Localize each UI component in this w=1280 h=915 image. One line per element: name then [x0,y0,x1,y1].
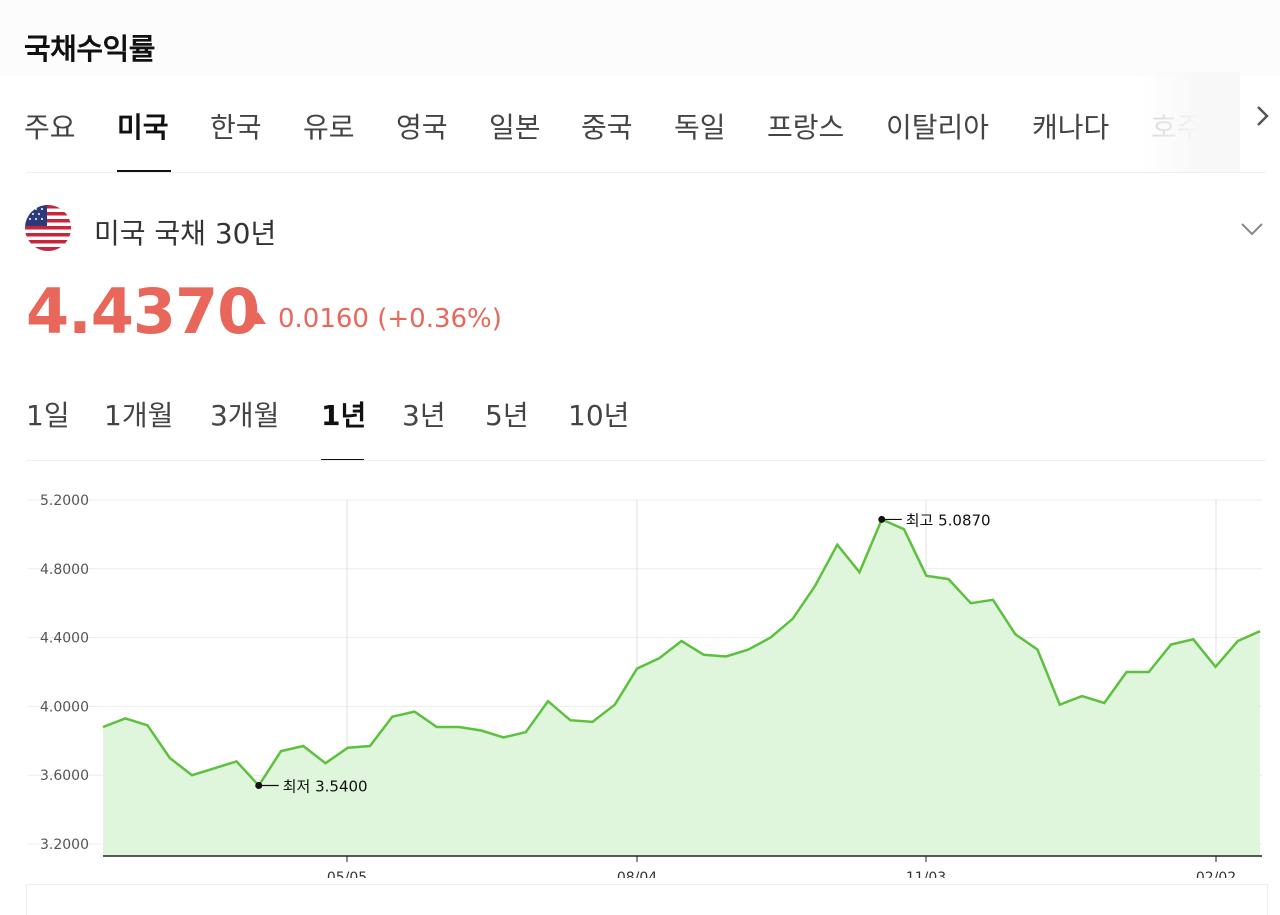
y-tick-label: 5.2000 [40,493,89,509]
tab-euro[interactable]: 유로 [303,111,355,144]
tab-usa[interactable]: 미국 [117,111,169,144]
range-tab-1y[interactable]: 1년 [321,399,367,432]
divider [26,460,1266,461]
y-tick-label: 4.0000 [40,699,89,715]
page-title: 국채수익률 [24,32,155,66]
range-tab-1m[interactable]: 1개월 [104,399,174,432]
tab-major[interactable]: 주요 [24,111,76,144]
range-tab-5y[interactable]: 5년 [485,399,529,432]
max-label: 최고 5.0870 [906,511,991,529]
range-tab-3y[interactable]: 3년 [402,399,446,432]
x-tick-label: 02/02 [1196,870,1236,878]
country-tabs: 주요 미국 한국 유로 영국 일본 중국 독일 프랑스 이탈리아 캐나다 호주 [0,92,1280,174]
tab-korea[interactable]: 한국 [210,111,262,144]
bond-selector-dropdown[interactable] [1238,214,1266,242]
tab-france[interactable]: 프랑스 [767,111,845,144]
x-tick-label: 05/05 [327,870,367,878]
current-yield: 4.4370 [26,275,260,348]
divider [26,172,1266,173]
tab-germany[interactable]: 독일 [674,111,726,144]
tab-japan[interactable]: 일본 [489,111,541,144]
range-tab-10y[interactable]: 10년 [568,399,630,432]
y-tick-label: 3.6000 [40,768,89,784]
us-flag-icon [25,205,71,251]
tab-china[interactable]: 중국 [581,111,633,144]
page-header: 국채수익률 [0,0,1280,76]
arrow-up-icon [250,312,266,324]
tab-uk[interactable]: 영국 [396,111,448,144]
tab-italy[interactable]: 이탈리아 [886,111,990,144]
chevron-right-icon [1257,106,1269,126]
bottom-panel [26,884,1268,915]
chart-area [103,519,1260,856]
active-tab-indicator [117,170,171,172]
tabs-scroll-right-button[interactable] [1248,102,1276,130]
y-tick-label: 4.8000 [40,562,89,578]
bond-name: 미국 국채 30년 [94,217,277,250]
yield-chart[interactable]: 5.2000 4.8000 4.4000 4.0000 3.6000 3.2000 05/0… [0,478,1280,878]
y-tick-label: 4.4000 [40,631,89,647]
tab-canada[interactable]: 캐나다 [1032,111,1110,144]
chart-line [102,517,1261,788]
min-label: 최저 3.5400 [283,778,368,796]
y-tick-label: 3.2000 [40,837,89,853]
range-tab-3m[interactable]: 3개월 [210,399,280,432]
tabs-fade-overlay [1140,72,1240,172]
yield-change: 0.0160 (+0.36%) [278,304,502,334]
chevron-down-icon [1241,223,1263,236]
x-tick-label: 08/04 [617,870,657,878]
x-tick-label: 11/03 [906,870,946,878]
range-tab-1d[interactable]: 1일 [26,399,70,432]
